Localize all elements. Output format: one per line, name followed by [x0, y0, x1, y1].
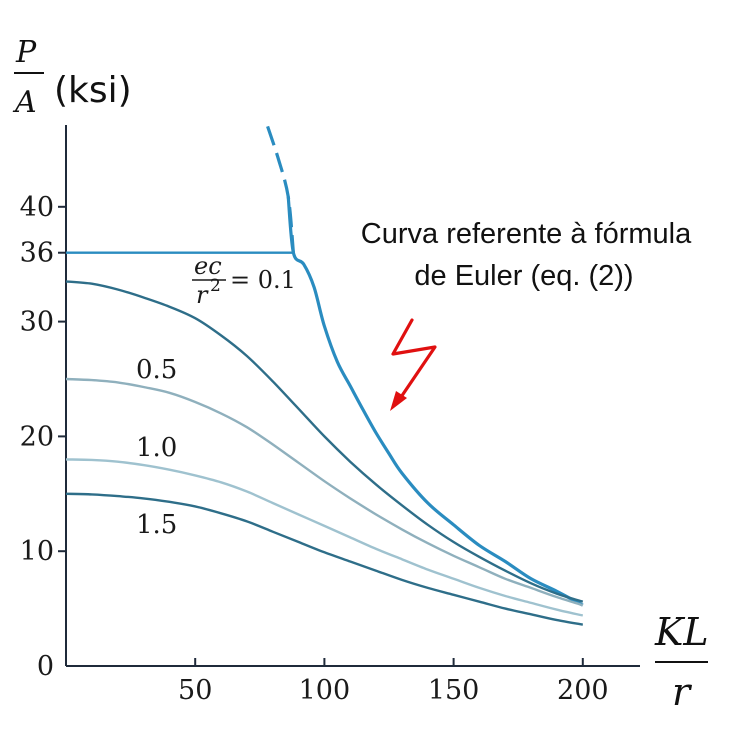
param-denominator: r	[196, 281, 209, 309]
curve-e01	[65, 280, 584, 603]
euler-curve	[286, 196, 584, 607]
annotation-arrowhead	[390, 391, 407, 411]
curve-label-1-0: 1.0	[136, 433, 177, 463]
x-axis-label: KL r	[654, 610, 709, 714]
curve-e10	[65, 458, 584, 617]
param-numerator: ec	[194, 252, 222, 280]
y-tick-label: 10	[20, 536, 54, 567]
x-tick-label: 50	[178, 675, 212, 706]
curve-label-1-5: 1.5	[136, 510, 177, 540]
y-tick-label: 0	[37, 651, 54, 682]
x-tick-label: 100	[299, 675, 351, 706]
curve-label-0-5: 0.5	[136, 355, 177, 385]
annotation-arrow	[391, 318, 437, 405]
x-tick-label: 150	[428, 675, 480, 706]
y-ticks: 0 10 20 30 36 40	[20, 192, 66, 682]
param-exponent: 2	[210, 276, 221, 296]
curve-e15	[65, 492, 584, 626]
x-label-denominator: r	[672, 670, 693, 714]
y-axis-label: P A (ksi)	[12, 35, 132, 120]
y-label-denominator: A	[12, 85, 37, 120]
annotation-line-2: de Euler (eq. (2))	[414, 260, 633, 292]
y-tick-label: 20	[20, 421, 54, 452]
y-tick-label: 30	[20, 307, 54, 338]
y-tick-label: 36	[20, 238, 54, 269]
y-label-unit: (ksi)	[54, 70, 132, 111]
x-label-numerator: KL	[654, 610, 709, 654]
x-ticks: 50 100 150 200	[178, 658, 609, 706]
x-tick-label: 200	[557, 675, 609, 706]
euler-annotation: Curva referente à fórmula de Euler (eq. …	[361, 218, 692, 411]
param-label: ec r 2 = 0.1	[192, 252, 296, 309]
curve-e05	[65, 377, 584, 607]
curves	[65, 125, 584, 626]
param-value: = 0.1	[230, 266, 296, 294]
y-tick-label: 40	[20, 192, 54, 223]
y-label-numerator: P	[15, 35, 37, 70]
annotation-line-1: Curva referente à fórmula	[361, 218, 692, 250]
